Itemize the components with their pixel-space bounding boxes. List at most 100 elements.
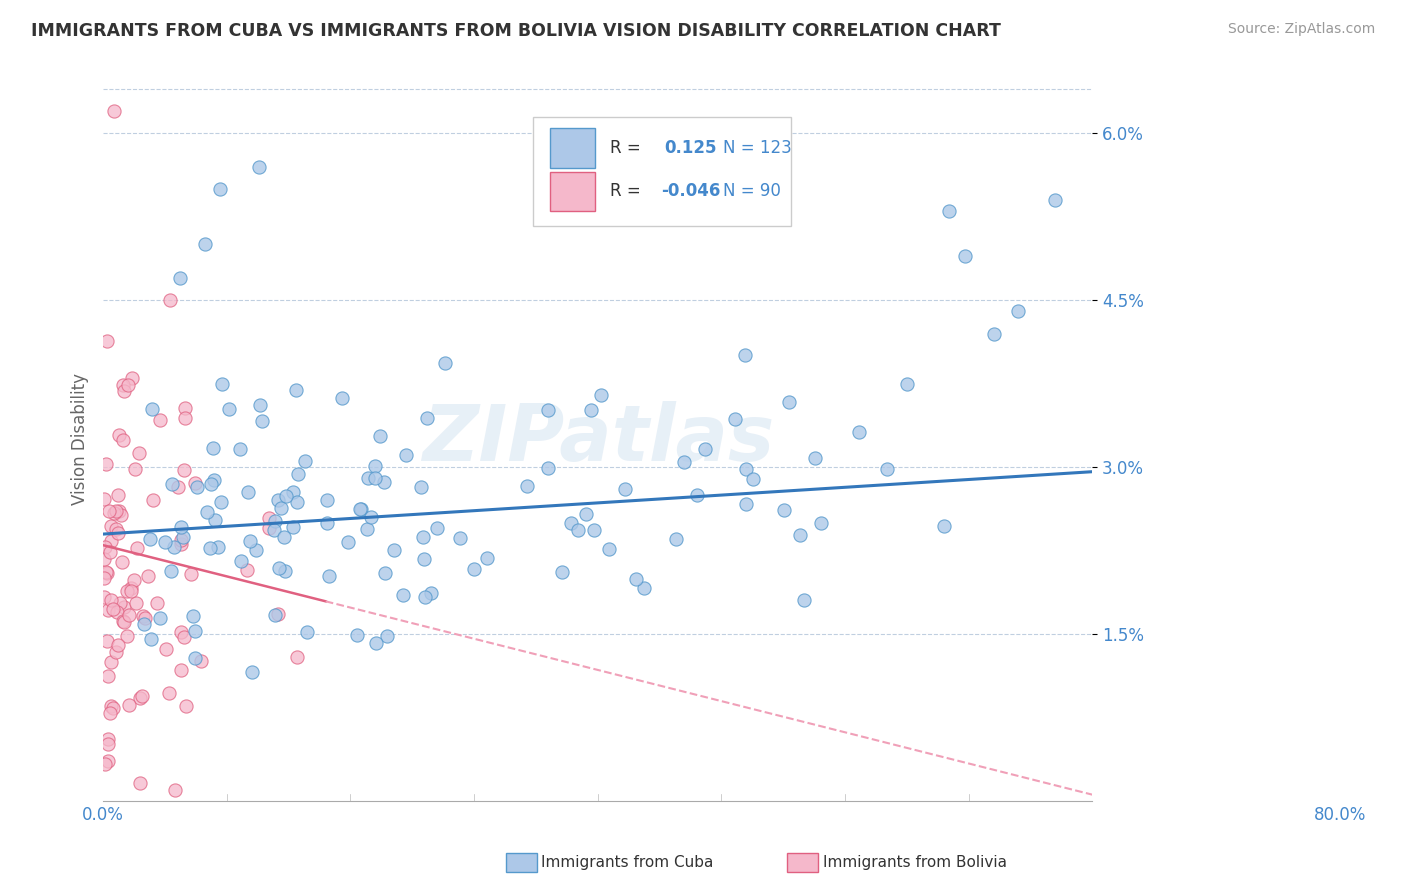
Point [96, 634, 118, 648]
Point [93, 492, 115, 507]
Text: Immigrants from Bolivia: Immigrants from Bolivia [823, 855, 1007, 870]
Point [1045, 193, 1067, 207]
Point [170, 625, 193, 640]
Point [240, 665, 263, 679]
Point [229, 554, 252, 568]
Point [183, 609, 205, 624]
Text: Immigrants from Cuba: Immigrants from Cuba [541, 855, 714, 870]
Point [778, 395, 800, 409]
Point [149, 412, 172, 426]
Point [633, 581, 655, 595]
Point [170, 537, 193, 551]
Point [281, 485, 304, 500]
Point [686, 488, 709, 502]
Point [346, 628, 368, 642]
Point [294, 454, 316, 468]
Point [228, 442, 250, 456]
Text: R =: R = [610, 139, 640, 157]
Point [250, 414, 273, 428]
Point [170, 663, 193, 677]
Point [264, 514, 287, 528]
Point [163, 783, 186, 797]
Point [141, 401, 163, 416]
Point [129, 690, 152, 705]
Point [724, 412, 747, 426]
Point [356, 522, 378, 536]
Point [174, 401, 197, 415]
Text: 0.125: 0.125 [664, 139, 717, 157]
Point [477, 550, 499, 565]
Point [734, 348, 756, 362]
Point [98, 504, 121, 518]
Point [579, 402, 602, 417]
Point [200, 477, 222, 491]
Point [112, 599, 135, 614]
Point [273, 530, 295, 544]
FancyBboxPatch shape [550, 128, 595, 168]
Point [97, 668, 120, 682]
Point [537, 403, 560, 417]
Point [139, 632, 162, 646]
Point [110, 508, 132, 522]
Point [159, 564, 181, 578]
Point [274, 489, 297, 503]
Point [804, 451, 827, 466]
Point [257, 521, 280, 535]
Point [183, 651, 205, 665]
FancyBboxPatch shape [533, 117, 790, 226]
Point [139, 532, 162, 546]
Point [537, 461, 560, 475]
Point [103, 506, 125, 520]
Point [267, 492, 290, 507]
Point [695, 442, 717, 456]
Point [186, 480, 208, 494]
Text: R =: R = [610, 183, 640, 201]
Point [169, 271, 191, 285]
FancyBboxPatch shape [550, 171, 595, 211]
Point [426, 521, 449, 535]
Point [582, 523, 605, 537]
Point [132, 608, 155, 623]
Point [93, 551, 115, 566]
Point [413, 551, 436, 566]
Y-axis label: Vision Disability: Vision Disability [72, 374, 89, 506]
Point [318, 569, 340, 583]
Point [665, 532, 688, 546]
Point [239, 533, 262, 548]
Point [100, 698, 122, 713]
Point [591, 387, 613, 401]
Point [167, 480, 190, 494]
Point [876, 462, 898, 476]
Point [567, 523, 589, 537]
Point [249, 160, 271, 174]
Text: IMMIGRANTS FROM CUBA VS IMMIGRANTS FROM BOLIVIA VISION DISABILITY CORRELATION CH: IMMIGRANTS FROM CUBA VS IMMIGRANTS FROM … [31, 22, 1001, 40]
Text: N = 90: N = 90 [724, 183, 782, 201]
Point [953, 249, 976, 263]
Point [735, 497, 758, 511]
Point [96, 334, 118, 348]
Text: 0.0%: 0.0% [82, 805, 124, 823]
Point [295, 624, 318, 639]
Point [128, 776, 150, 790]
Point [245, 543, 267, 558]
Point [266, 607, 288, 621]
Point [263, 524, 285, 538]
Point [360, 509, 382, 524]
Point [551, 566, 574, 580]
Point [107, 638, 129, 652]
Point [184, 624, 207, 638]
Point [449, 531, 471, 545]
Point [1007, 304, 1029, 318]
Point [983, 326, 1005, 341]
Point [209, 182, 232, 196]
Point [101, 601, 124, 615]
Point [364, 459, 387, 474]
Point [145, 596, 167, 610]
Point [105, 504, 128, 518]
Point [285, 649, 308, 664]
Point [107, 525, 129, 540]
Point [100, 593, 122, 607]
Point [269, 561, 291, 575]
Point [810, 516, 832, 530]
Point [159, 293, 181, 308]
